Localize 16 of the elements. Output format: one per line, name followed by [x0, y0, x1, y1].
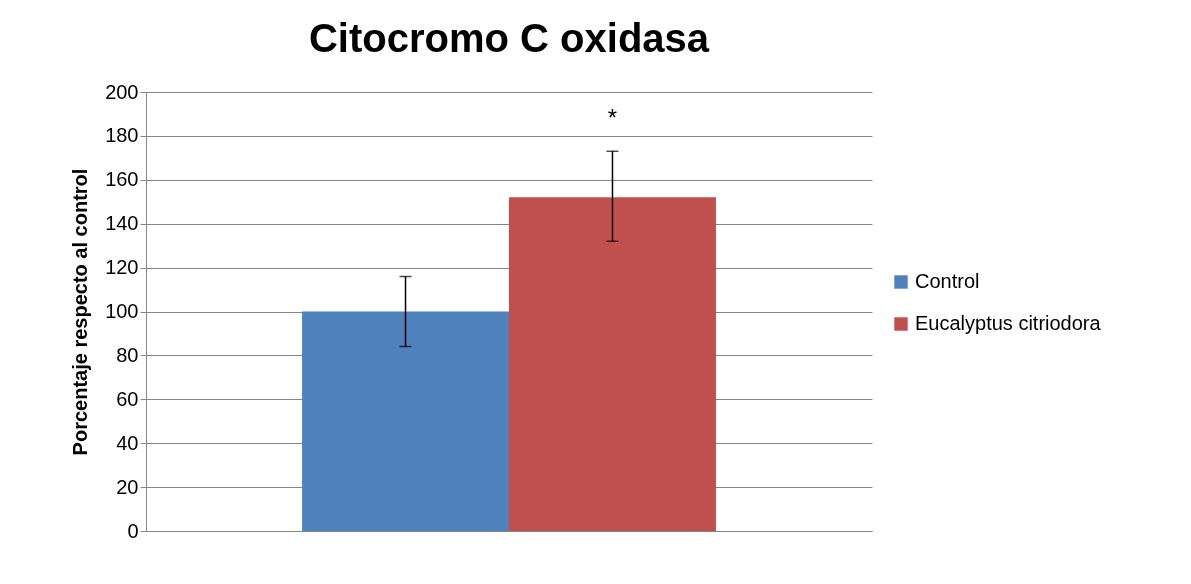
y-tick-label: 200 [105, 80, 139, 103]
y-tick-label: 20 [116, 475, 139, 498]
legend-label: Eucalyptus citriodora [915, 312, 1102, 334]
y-tick-label: 60 [116, 387, 139, 410]
y-tick-label: 160 [105, 168, 139, 191]
y-tick-label: 140 [105, 212, 139, 235]
y-tick-label: 40 [116, 431, 139, 454]
legend-label: Control [915, 270, 980, 292]
y-tick-label: 0 [127, 519, 139, 542]
y-tick-label: 80 [116, 343, 139, 366]
annotation: * [607, 104, 618, 132]
chart-title: Citocromo C oxidasa [308, 16, 710, 60]
y-tick-label: 180 [105, 124, 139, 147]
y-axis-title: Porcentaje respecto al control [69, 168, 92, 456]
y-tick-label: 100 [105, 300, 139, 322]
y-tick-label: 120 [105, 256, 139, 279]
